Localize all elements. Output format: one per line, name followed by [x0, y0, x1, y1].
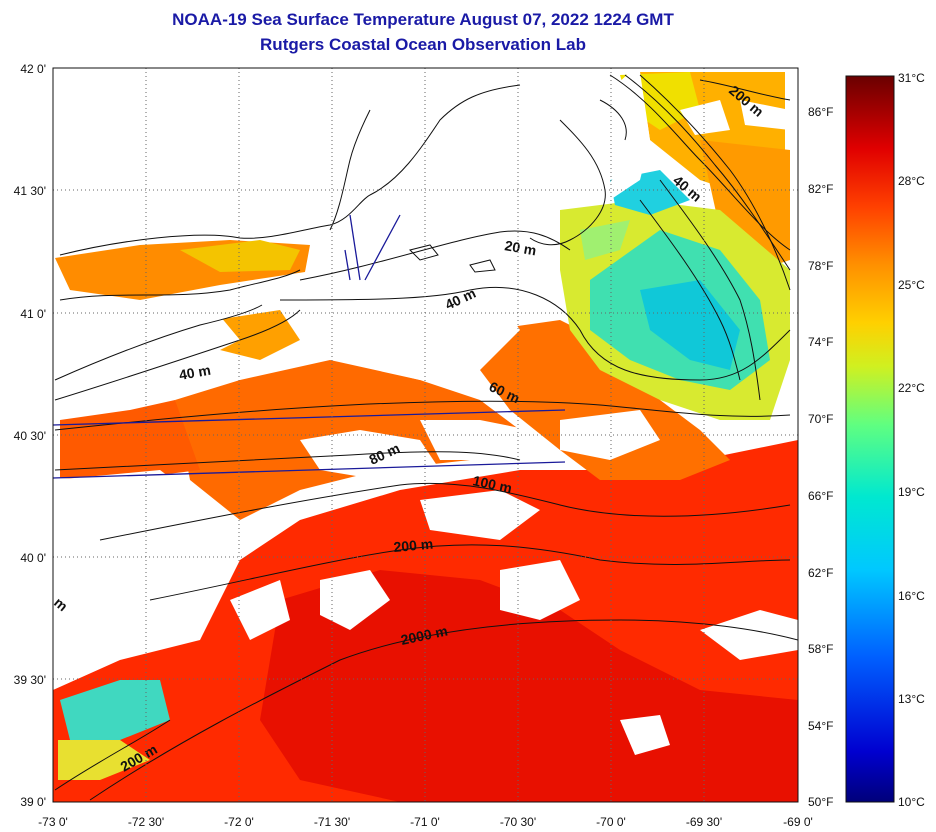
lat-label: 42 0': [20, 62, 46, 76]
contour-40m-west: [54, 309, 301, 401]
sst-south-coast: [215, 310, 300, 360]
coastline-cape: [529, 119, 606, 246]
fahrenheit-label: 58°F: [808, 642, 833, 656]
coastline-ct: [59, 194, 371, 256]
lon-label: -71 0': [410, 815, 440, 829]
contour-georges-1: [609, 74, 791, 251]
sst-sound-yellow: [180, 240, 300, 272]
coastline-li: [59, 269, 301, 301]
lat-label: 39 30': [14, 673, 46, 687]
coastline-contours: [54, 74, 798, 801]
celsius-axis: 31°C 28°C 25°C 22°C 19°C 16°C 13°C 10°C: [898, 71, 925, 809]
contour-200m: [149, 544, 791, 601]
fahrenheit-label: 86°F: [808, 105, 833, 119]
map-title: NOAA-19 Sea Surface Temperature August 0…: [172, 10, 674, 29]
celsius-label: 19°C: [898, 485, 925, 499]
contour-100m: [99, 482, 791, 541]
sst-cape-green: [580, 220, 630, 260]
contour-georges-4: [659, 179, 761, 401]
coastline-li-south: [54, 304, 263, 381]
contour-40m-north: [279, 286, 791, 381]
fahrenheit-label: 78°F: [808, 259, 833, 273]
sst-orange-nearshore: [60, 400, 200, 480]
map-frame: [52, 67, 799, 803]
islands: [409, 244, 496, 273]
contour-label-20m: 20 m: [503, 237, 537, 258]
colorbar: [845, 75, 895, 803]
transect-north: [53, 409, 566, 426]
lon-label: -69 30': [686, 815, 722, 829]
contour-60m: [54, 400, 791, 431]
sst-orange-east: [480, 320, 730, 480]
celsius-label: 22°C: [898, 381, 925, 395]
fahrenheit-label: 82°F: [808, 182, 833, 196]
lat-label: 40 30': [14, 429, 46, 443]
fahrenheit-label: 66°F: [808, 489, 833, 503]
contour-gulf-maine: [699, 79, 791, 101]
celsius-label: 10°C: [898, 795, 925, 809]
lon-label: -71 30': [314, 815, 350, 829]
lat-label: 40 0': [20, 551, 46, 565]
celsius-label: 16°C: [898, 589, 925, 603]
contour-200m-sw: [54, 719, 171, 791]
fahrenheit-label: 50°F: [808, 795, 833, 809]
map-subtitle: Rutgers Coastal Ocean Observation Lab: [260, 35, 586, 54]
celsius-label: 31°C: [898, 71, 925, 85]
latitude-axis: 42 0' 41 30' 41 0' 40 30' 40 0' 39 30' 3…: [14, 62, 46, 809]
contour-20m: [299, 230, 571, 281]
lon-label: -69 0': [783, 815, 813, 829]
fahrenheit-label: 74°F: [808, 335, 833, 349]
coastline-ma: [369, 84, 521, 196]
lat-label: 41 0': [20, 307, 46, 321]
lon-label: -70 30': [500, 815, 536, 829]
transect-south: [53, 461, 566, 479]
fahrenheit-label: 70°F: [808, 412, 833, 426]
sst-upper-orange: [700, 140, 790, 270]
lon-label: -73 0': [38, 815, 68, 829]
celsius-label: 13°C: [898, 692, 925, 706]
lon-label: -72 0': [224, 815, 254, 829]
lat-label: 39 0': [20, 795, 46, 809]
celsius-label: 25°C: [898, 278, 925, 292]
fahrenheit-axis: 86°F 82°F 78°F 74°F 70°F 66°F 62°F 58°F …: [808, 105, 833, 809]
lon-label: -72 30': [128, 815, 164, 829]
contour-label-40m-west: 40 m: [178, 362, 212, 383]
lat-label: 41 30': [14, 184, 46, 198]
sst-georges-teal: [640, 280, 740, 370]
fahrenheit-label: 62°F: [808, 566, 833, 580]
contour-80m: [54, 451, 521, 471]
sst-sw-cool: [60, 680, 170, 740]
contour-georges-3: [639, 74, 791, 291]
celsius-label: 28°C: [898, 174, 925, 188]
graticule: [53, 68, 798, 802]
lon-label: -70 0': [596, 815, 626, 829]
contour-label-200m: 200 m: [393, 536, 434, 555]
contour-2000m: [89, 619, 798, 801]
longitude-axis: -73 0' -72 30' -72 0' -71 30' -71 0' -70…: [38, 815, 813, 829]
coastline-cape-hook: [599, 99, 627, 141]
contour-georges-5: [639, 199, 741, 381]
transect-lines: [53, 214, 566, 479]
fahrenheit-label: 54°F: [808, 719, 833, 733]
transect-inset: [344, 214, 401, 281]
coastline-ri: [329, 109, 371, 231]
